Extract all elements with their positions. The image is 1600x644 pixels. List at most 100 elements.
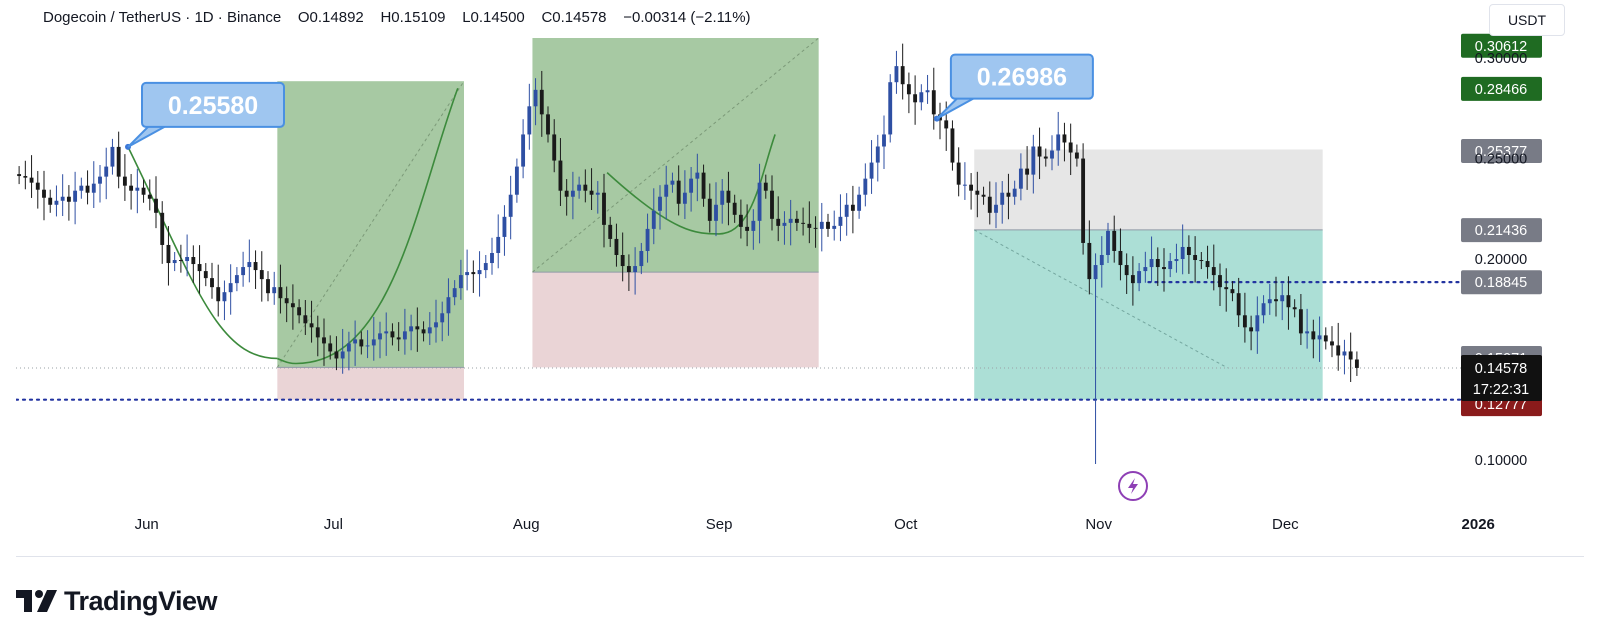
price-callout[interactable]: 0.26986 [933,53,1094,122]
candle[interactable] [1354,351,1359,376]
candle[interactable] [788,199,793,246]
candle[interactable] [987,181,992,225]
candle[interactable] [651,188,656,245]
candle[interactable] [272,271,277,305]
drawn-arc[interactable] [606,134,776,235]
candle[interactable] [48,189,53,213]
candle[interactable] [583,169,588,203]
candle[interactable] [1180,224,1185,275]
candle[interactable] [776,196,781,242]
candle[interactable] [284,286,289,323]
candle[interactable] [79,177,84,199]
candle[interactable] [371,316,376,361]
candle[interactable] [913,75,918,125]
candle[interactable] [1031,134,1036,194]
candle[interactable] [1280,283,1285,321]
candle[interactable] [1323,327,1328,350]
candle[interactable] [931,67,936,130]
candle[interactable] [29,155,34,198]
candle[interactable] [122,154,127,201]
candle[interactable] [1174,243,1179,273]
candle[interactable] [297,299,302,324]
candle[interactable] [402,308,407,355]
candle[interactable] [1249,315,1254,351]
candle[interactable] [900,43,905,100]
candle[interactable] [340,328,345,374]
candle[interactable] [197,245,202,294]
symbol-title[interactable]: Dogecoin / TetherUS · 1D · Binance [43,9,282,26]
candle[interactable] [1168,252,1173,278]
candle[interactable] [770,175,774,231]
candle[interactable] [508,175,513,240]
candle[interactable] [1286,276,1291,330]
candle[interactable] [745,204,750,247]
candle[interactable] [882,115,886,170]
candle[interactable] [434,299,438,343]
candle[interactable] [546,106,550,143]
candle[interactable] [98,164,102,203]
candle[interactable] [1267,283,1272,315]
short-profit-zone[interactable] [974,229,1323,400]
candle[interactable] [328,335,333,360]
candle[interactable] [645,213,650,263]
candle[interactable] [191,245,196,283]
candle[interactable] [1074,144,1079,167]
candle[interactable] [458,259,463,300]
candle[interactable] [1099,236,1104,288]
candle[interactable] [42,170,46,221]
candle[interactable] [608,216,613,247]
candle[interactable] [1149,236,1154,283]
candle[interactable] [465,249,470,291]
candle[interactable] [819,202,824,252]
candle[interactable] [446,278,451,336]
candle[interactable] [664,165,669,220]
candle[interactable] [707,183,712,233]
candle[interactable] [1093,253,1098,464]
candle[interactable] [732,194,737,223]
candle[interactable] [863,163,868,207]
candle[interactable] [763,174,768,199]
candle[interactable] [1062,122,1067,162]
candle[interactable] [1068,123,1073,176]
candle[interactable] [521,119,526,179]
candle[interactable] [1137,263,1142,292]
candle[interactable] [234,267,239,292]
candle[interactable] [1143,251,1148,283]
candle[interactable] [838,194,843,242]
candle[interactable] [1006,173,1011,220]
candle[interactable] [1155,247,1160,286]
candle[interactable] [1012,180,1017,205]
candle[interactable] [35,171,40,209]
candle[interactable] [614,223,619,267]
candle[interactable] [346,331,351,371]
candle[interactable] [950,120,955,171]
candle[interactable] [502,205,507,256]
candle[interactable] [782,211,787,245]
candle[interactable] [1199,251,1204,270]
candle[interactable] [110,138,115,175]
long-stop-zone[interactable] [532,272,819,368]
candle[interactable] [994,182,998,229]
lightning-icon[interactable] [1118,471,1148,501]
candle[interactable] [1336,322,1341,371]
candle[interactable] [154,176,158,229]
candle[interactable] [701,164,706,207]
drawn-arc[interactable] [127,146,278,360]
candle[interactable] [1000,181,1005,224]
candle[interactable] [888,74,893,143]
candle[interactable] [720,179,725,224]
candle[interactable] [1242,292,1247,343]
candle[interactable] [1311,319,1316,359]
candle[interactable] [757,163,762,244]
candle[interactable] [1018,153,1023,201]
candle[interactable] [471,260,476,293]
candle[interactable] [1025,146,1030,190]
candle[interactable] [969,173,974,210]
candle[interactable] [1211,244,1216,291]
candle[interactable] [1130,256,1135,306]
candle[interactable] [813,216,818,248]
candle[interactable] [1056,111,1061,166]
candle[interactable] [23,160,28,190]
candle[interactable] [384,312,389,356]
